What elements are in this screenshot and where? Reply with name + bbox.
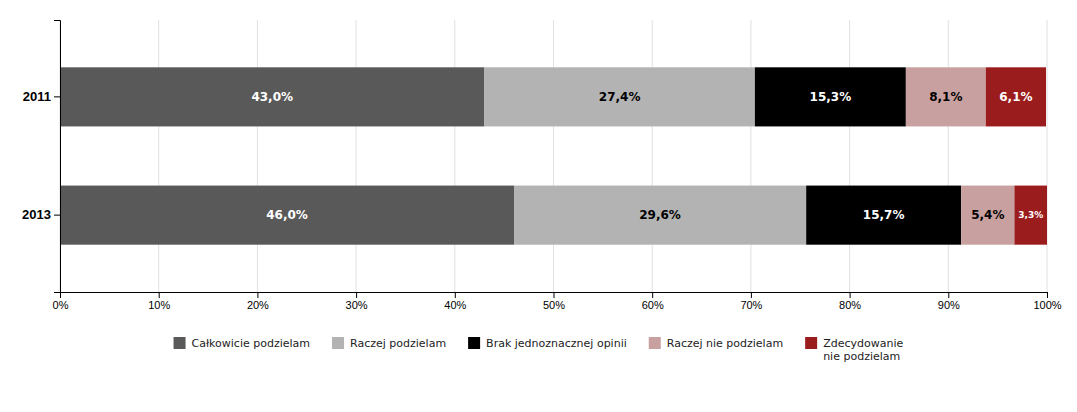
legend-swatch (468, 337, 480, 349)
grid-line (1047, 20, 1048, 292)
data-label: 27,4% (599, 90, 641, 104)
legend-item: Raczej podzielam (332, 337, 446, 350)
data-label: 15,7% (863, 208, 905, 222)
x-tick-mark (159, 292, 160, 298)
y-tick: 2011 (23, 89, 60, 104)
x-tick-label: 50% (543, 299, 565, 311)
data-label: 43,0% (251, 90, 293, 104)
x-tick: 40% (444, 292, 466, 311)
bar-segment (1014, 186, 1047, 245)
grid-line (454, 20, 455, 292)
data-labels: 43,0% 46,0% 27,4% 29,6% 15,3% 15,7% 8,1% 5,4% 6,… (251, 90, 1043, 222)
legend-swatch (174, 337, 186, 349)
x-tick-mark (850, 292, 851, 298)
bar-segment (806, 186, 961, 245)
x-tick-label: 40% (444, 299, 466, 311)
legend-item: Brak jednoznacznej opinii (468, 337, 627, 350)
y-axis-line (54, 21, 61, 293)
grid-line (750, 20, 751, 292)
legend: Całkowicie podzielam Raczej podzielam Brak… (174, 337, 904, 363)
bar-segment (484, 67, 754, 126)
x-tick-mark (257, 292, 258, 298)
y-tick-label: 2011 (23, 89, 51, 104)
data-label: 29,6% (639, 208, 681, 222)
bar-segment (60, 67, 484, 126)
bar-segment (986, 67, 1046, 126)
bar-segment (755, 67, 906, 126)
bar-segment (961, 186, 1014, 245)
bar-segment (514, 186, 806, 245)
x-tick: 20% (247, 292, 269, 311)
bars (60, 67, 1047, 244)
x-tick: 50% (543, 292, 565, 311)
x-tick-label: 60% (642, 299, 664, 311)
x-tick: 30% (346, 292, 368, 311)
x-tick: 90% (938, 292, 960, 311)
legend-swatch (805, 337, 817, 349)
grid-line (849, 20, 850, 292)
x-tick: 0% (53, 292, 69, 311)
x-tick-mark (455, 292, 456, 298)
x-tick: 70% (740, 292, 762, 311)
data-label: 5,4% (971, 208, 1004, 222)
y-tick-mark (54, 215, 60, 216)
x-tick-label: 100% (1033, 299, 1061, 311)
grid-line (652, 20, 653, 292)
bar-segment (906, 67, 986, 126)
legend-item: Zdecydowanienie podzielam (805, 337, 903, 363)
x-axis: 0% 10% 20% 30% 40% 50% 60% 70% 80% 90% 100% (53, 292, 1062, 311)
y-tick-label: 2013 (22, 207, 51, 222)
x-tick-label: 10% (148, 299, 170, 311)
y-tick: 2013 (22, 207, 60, 222)
x-tick-mark (554, 292, 555, 298)
x-tick-label: 0% (53, 299, 69, 311)
x-tick: 60% (642, 292, 664, 311)
data-label: 15,3% (810, 90, 852, 104)
x-tick-mark (948, 292, 949, 298)
grid-line (356, 20, 357, 292)
x-tick-label: 80% (839, 299, 861, 311)
x-tick-label: 20% (247, 299, 269, 311)
x-tick: 100% (1033, 292, 1061, 311)
legend-label: Zdecydowanienie podzielam (823, 337, 903, 363)
grid-line (553, 20, 554, 292)
legend-label: Raczej nie podzielam (667, 337, 783, 350)
y-tick-mark (54, 96, 60, 97)
data-label: 8,1% (929, 90, 962, 104)
x-tick-mark (751, 292, 752, 298)
x-tick-label: 70% (740, 299, 762, 311)
x-axis-line (61, 293, 1048, 299)
grid-line (158, 20, 159, 292)
data-label: 46,0% (266, 208, 308, 222)
plot: 43,0% 46,0% 27,4% 29,6% 15,3% 15,7% 8,1% 5,4% 6,… (22, 20, 1062, 311)
grid-line (257, 20, 258, 292)
legend-item: Raczej nie podzielam (649, 337, 783, 350)
legend-label: Całkowicie podzielam (192, 337, 310, 350)
x-tick-label: 30% (346, 299, 368, 311)
x-tick-mark (356, 292, 357, 298)
legend-item: Całkowicie podzielam (174, 337, 310, 350)
legend-label: Raczej podzielam (350, 337, 446, 350)
chart: 43,0% 46,0% 27,4% 29,6% 15,3% 15,7% 8,1% 5,4% 6,… (0, 0, 1077, 412)
x-tick-label: 90% (938, 299, 960, 311)
data-label: 6,1% (999, 90, 1032, 104)
bar-segment (60, 186, 514, 245)
grid-line (948, 20, 949, 292)
grid (60, 20, 1047, 292)
y-axis: 2011 2013 (22, 21, 60, 293)
x-tick: 80% (839, 292, 861, 311)
x-tick-mark (1047, 292, 1048, 298)
legend-swatch (332, 337, 344, 349)
legend-swatch (649, 337, 661, 349)
x-tick-mark (652, 292, 653, 298)
data-label: 3,3% (1018, 210, 1043, 220)
x-tick: 10% (148, 292, 170, 311)
legend-label: Brak jednoznacznej opinii (486, 337, 627, 350)
